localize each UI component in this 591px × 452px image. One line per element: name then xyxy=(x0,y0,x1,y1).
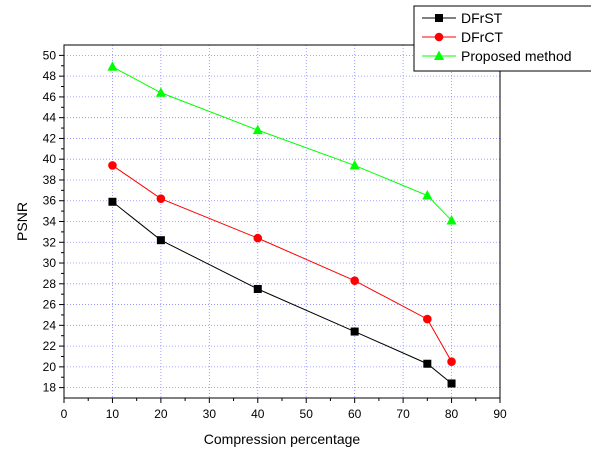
x-tick-label: 30 xyxy=(203,407,217,421)
x-tick-label: 80 xyxy=(445,407,459,421)
data-point xyxy=(446,214,457,225)
x-axis-title: Compression percentage xyxy=(204,431,361,447)
data-point xyxy=(422,190,433,200)
x-tick-label: 20 xyxy=(154,407,168,421)
y-tick-label: 34 xyxy=(43,215,57,229)
data-point xyxy=(156,236,165,245)
data-point xyxy=(447,379,456,388)
data-point xyxy=(350,327,359,336)
data-point xyxy=(423,314,432,324)
series-layer xyxy=(107,61,457,388)
series-line xyxy=(112,66,452,221)
data-point xyxy=(349,159,360,170)
legend-entry: Proposed method xyxy=(422,48,572,64)
y-tick-label: 30 xyxy=(43,256,57,270)
x-tick-label: 50 xyxy=(300,407,314,421)
legend-marker xyxy=(434,32,444,42)
legend: DFrST DFrCT Proposed method xyxy=(413,5,591,72)
data-point xyxy=(108,161,117,170)
y-tick-label: 42 xyxy=(43,131,57,145)
y-tick-label: 46 xyxy=(43,90,57,104)
x-tick-label: 40 xyxy=(251,407,265,421)
legend-label: DFrST xyxy=(461,10,503,26)
x-tick-label: 10 xyxy=(106,407,120,421)
legend-marker xyxy=(434,50,444,60)
series-dfrct xyxy=(108,161,456,366)
legend-label: Proposed method xyxy=(461,48,572,64)
y-tick-label: 38 xyxy=(43,173,57,187)
legend-box xyxy=(413,5,591,72)
data-point xyxy=(423,359,432,368)
series-line xyxy=(112,165,452,362)
legend-entry: DFrCT xyxy=(422,29,503,45)
y-tick-label: 48 xyxy=(43,69,57,83)
y-tick-label: 36 xyxy=(43,194,57,208)
legend-marker xyxy=(435,14,443,22)
y-tick-label: 32 xyxy=(43,235,57,249)
grid xyxy=(64,45,500,398)
x-tick-label: 70 xyxy=(396,407,410,421)
series-dfrst xyxy=(108,197,456,388)
y-tick-label: 28 xyxy=(43,277,57,291)
series-proposed-method xyxy=(107,61,457,225)
y-tick-label: 40 xyxy=(43,152,57,166)
axis-ticks: 0 10 20 30 40 50 60 70 80 90 18 20 22 24 26 28 30 32 34 36 3… xyxy=(43,48,507,421)
data-point xyxy=(156,194,166,203)
y-tick-label: 50 xyxy=(43,48,57,62)
legend-entry: DFrST xyxy=(422,10,503,26)
data-point xyxy=(253,233,263,243)
x-tick-label: 0 xyxy=(61,407,68,421)
data-point xyxy=(253,284,262,293)
series-line xyxy=(112,201,452,384)
data-point xyxy=(350,276,359,285)
x-tick-label: 60 xyxy=(348,407,362,421)
x-tick-label: 90 xyxy=(493,407,507,421)
y-tick-label: 22 xyxy=(43,339,57,353)
y-tick-label: 26 xyxy=(43,298,57,312)
data-point xyxy=(252,124,263,135)
data-point xyxy=(447,357,456,366)
y-tick-label: 44 xyxy=(43,111,57,125)
data-point xyxy=(108,197,117,206)
plot-frame xyxy=(63,44,501,399)
data-point xyxy=(155,87,166,97)
y-tick-label: 24 xyxy=(43,318,57,332)
data-point xyxy=(107,61,118,71)
y-tick-label: 18 xyxy=(43,381,57,395)
y-axis-title: PSNR xyxy=(14,202,30,241)
y-tick-label: 20 xyxy=(43,360,57,374)
legend-label: DFrCT xyxy=(461,29,503,45)
